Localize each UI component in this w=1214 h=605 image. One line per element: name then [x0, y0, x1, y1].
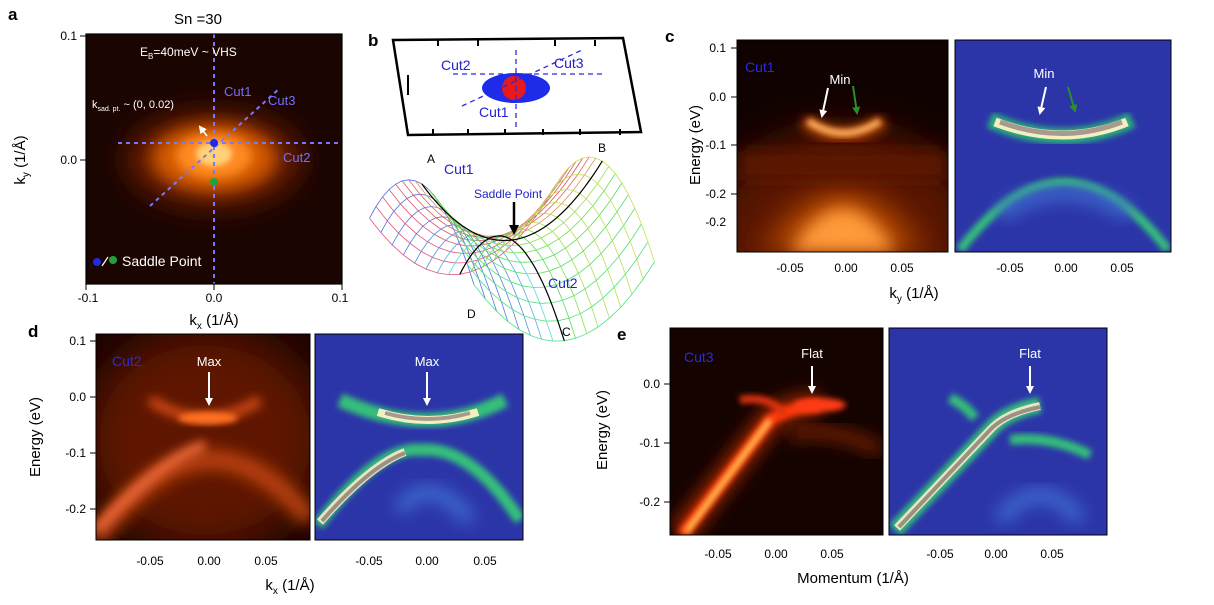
ksad-arrow	[198, 125, 208, 137]
panel-d-max-right: Max	[415, 354, 440, 369]
panel-c-min-left: Min	[830, 72, 851, 87]
d-xtick-r0: -0.05	[355, 554, 383, 568]
e-ytick-1: -0.1	[639, 436, 660, 450]
panel-b-cut1-label: Cut1	[479, 104, 509, 120]
panel-e-flat-right: Flat	[1019, 346, 1041, 361]
panel-a-title: Sn =30	[174, 11, 222, 28]
legend-green-dot	[109, 256, 117, 264]
e-xtick-l2: 0.05	[820, 547, 844, 561]
panel-c-xlabel: ky (1/Å)	[889, 285, 938, 305]
a-ytick-0: 0.1	[60, 29, 77, 43]
saddle-mesh-line	[436, 234, 543, 340]
c-xtick-r0: -0.05	[996, 261, 1024, 275]
e-ytick-0: 0.0	[643, 377, 660, 391]
e-ytick-2: -0.2	[639, 495, 660, 509]
panel-e-ylabel: Energy (eV)	[594, 390, 611, 470]
saddle-point-label: Saddle Point	[474, 187, 543, 201]
panel-b-cut3-label: Cut3	[554, 55, 584, 71]
panel-label-d: d	[28, 322, 38, 341]
panel-a-cut3-label: Cut3	[268, 93, 295, 108]
corner-c-label: C	[562, 325, 571, 339]
panel-c-min-right: Min	[1034, 66, 1055, 81]
panel-a-ylabel: ky (1/Å)	[12, 135, 32, 184]
legend-blue-dot	[93, 258, 101, 266]
panel-label-b: b	[368, 31, 378, 50]
saddle-point-green	[210, 178, 218, 186]
c-ytick-4: -0.2	[705, 215, 726, 229]
c-xtick-l2: 0.05	[890, 261, 914, 275]
surface-cut2-label: Cut2	[548, 275, 578, 291]
panel-a-cut2-label: Cut2	[283, 150, 310, 165]
panel-e-arpes	[670, 328, 883, 535]
d-ytick-0: 0.1	[69, 334, 86, 348]
panel-e-xlabel: Momentum (1/Å)	[797, 570, 909, 587]
saddle-point-blue	[210, 139, 218, 147]
e-xtick-l1: 0.00	[764, 547, 788, 561]
a-xtick-1: 0.0	[206, 291, 223, 305]
panel-d-xlabel: kx (1/Å)	[265, 577, 314, 597]
d-ytick-3: -0.2	[65, 502, 86, 516]
e-xtick-r2: 0.05	[1040, 547, 1064, 561]
panel-d-cut-label: Cut2	[112, 353, 142, 369]
panel-d-max-left: Max	[197, 354, 222, 369]
c-ytick-1: 0.0	[709, 90, 726, 104]
panel-c-cut-label: Cut1	[745, 59, 775, 75]
panel-c-ylabel: Energy (eV)	[687, 105, 704, 185]
panel-d-ylabel: Energy (eV)	[27, 397, 44, 477]
d-ytick-1: 0.0	[69, 390, 86, 404]
saddle-surface-mesh	[369, 156, 655, 342]
panel-label-a: a	[8, 5, 18, 24]
c-ytick-2: -0.1	[705, 138, 726, 152]
c-ytick-3: -0.2	[705, 187, 726, 201]
surface-cut-line	[459, 235, 565, 341]
panel-c-arpes	[737, 40, 948, 252]
corner-b-label: B	[598, 141, 606, 155]
c-xtick-r1: 0.00	[1054, 261, 1078, 275]
e-xtick-l0: -0.05	[704, 547, 732, 561]
d-xtick-l0: -0.05	[136, 554, 164, 568]
panel-b-cut2-label: Cut2	[441, 57, 471, 73]
c-xtick-r2: 0.05	[1110, 261, 1134, 275]
c-ytick-0: 0.1	[709, 41, 726, 55]
a-xtick-2: 0.1	[332, 291, 349, 305]
panel-a-xlabel: kx (1/Å)	[189, 312, 238, 332]
a-xtick-0: -0.1	[78, 291, 99, 305]
panel-a-ksad-label: ksad. pt. ~ (0, 0.02)	[92, 99, 174, 113]
saddle-mesh-line	[380, 193, 486, 300]
d-xtick-r2: 0.05	[473, 554, 497, 568]
d-ytick-2: -0.1	[65, 446, 86, 460]
c-xtick-l0: -0.05	[776, 261, 804, 275]
panel-c-curvature	[955, 40, 1171, 252]
panel-a-legend: Saddle Point	[122, 253, 202, 269]
corner-d-label: D	[467, 307, 476, 321]
panel-d-curvature	[315, 334, 523, 540]
e-xtick-r0: -0.05	[926, 547, 954, 561]
panel-e-cut-label: Cut3	[684, 349, 714, 365]
panel-b-brillouin-zone	[391, 36, 643, 137]
a-ytick-1: 0.0	[60, 153, 77, 167]
d-xtick-r1: 0.00	[415, 554, 439, 568]
saddle-mesh-line	[454, 207, 636, 288]
panel-label-e: e	[617, 325, 626, 344]
panel-e-curvature	[889, 328, 1107, 535]
panel-d-arpes	[96, 334, 310, 540]
panel-a-energy-label: EB=40meV ~ VHS	[140, 45, 237, 61]
panel-a-fermi-map	[86, 34, 342, 284]
c-xtick-l1: 0.00	[834, 261, 858, 275]
d-xtick-l1: 0.00	[197, 554, 221, 568]
d-xtick-l2: 0.05	[254, 554, 278, 568]
panel-label-c: c	[665, 27, 674, 46]
corner-a-label: A	[427, 152, 435, 166]
panel-e-flat-left: Flat	[801, 346, 823, 361]
panel-a-cut1-label: Cut1	[224, 84, 251, 99]
cut3-line	[149, 87, 281, 207]
surface-cut1-label: Cut1	[444, 161, 474, 177]
e-xtick-r1: 0.00	[984, 547, 1008, 561]
